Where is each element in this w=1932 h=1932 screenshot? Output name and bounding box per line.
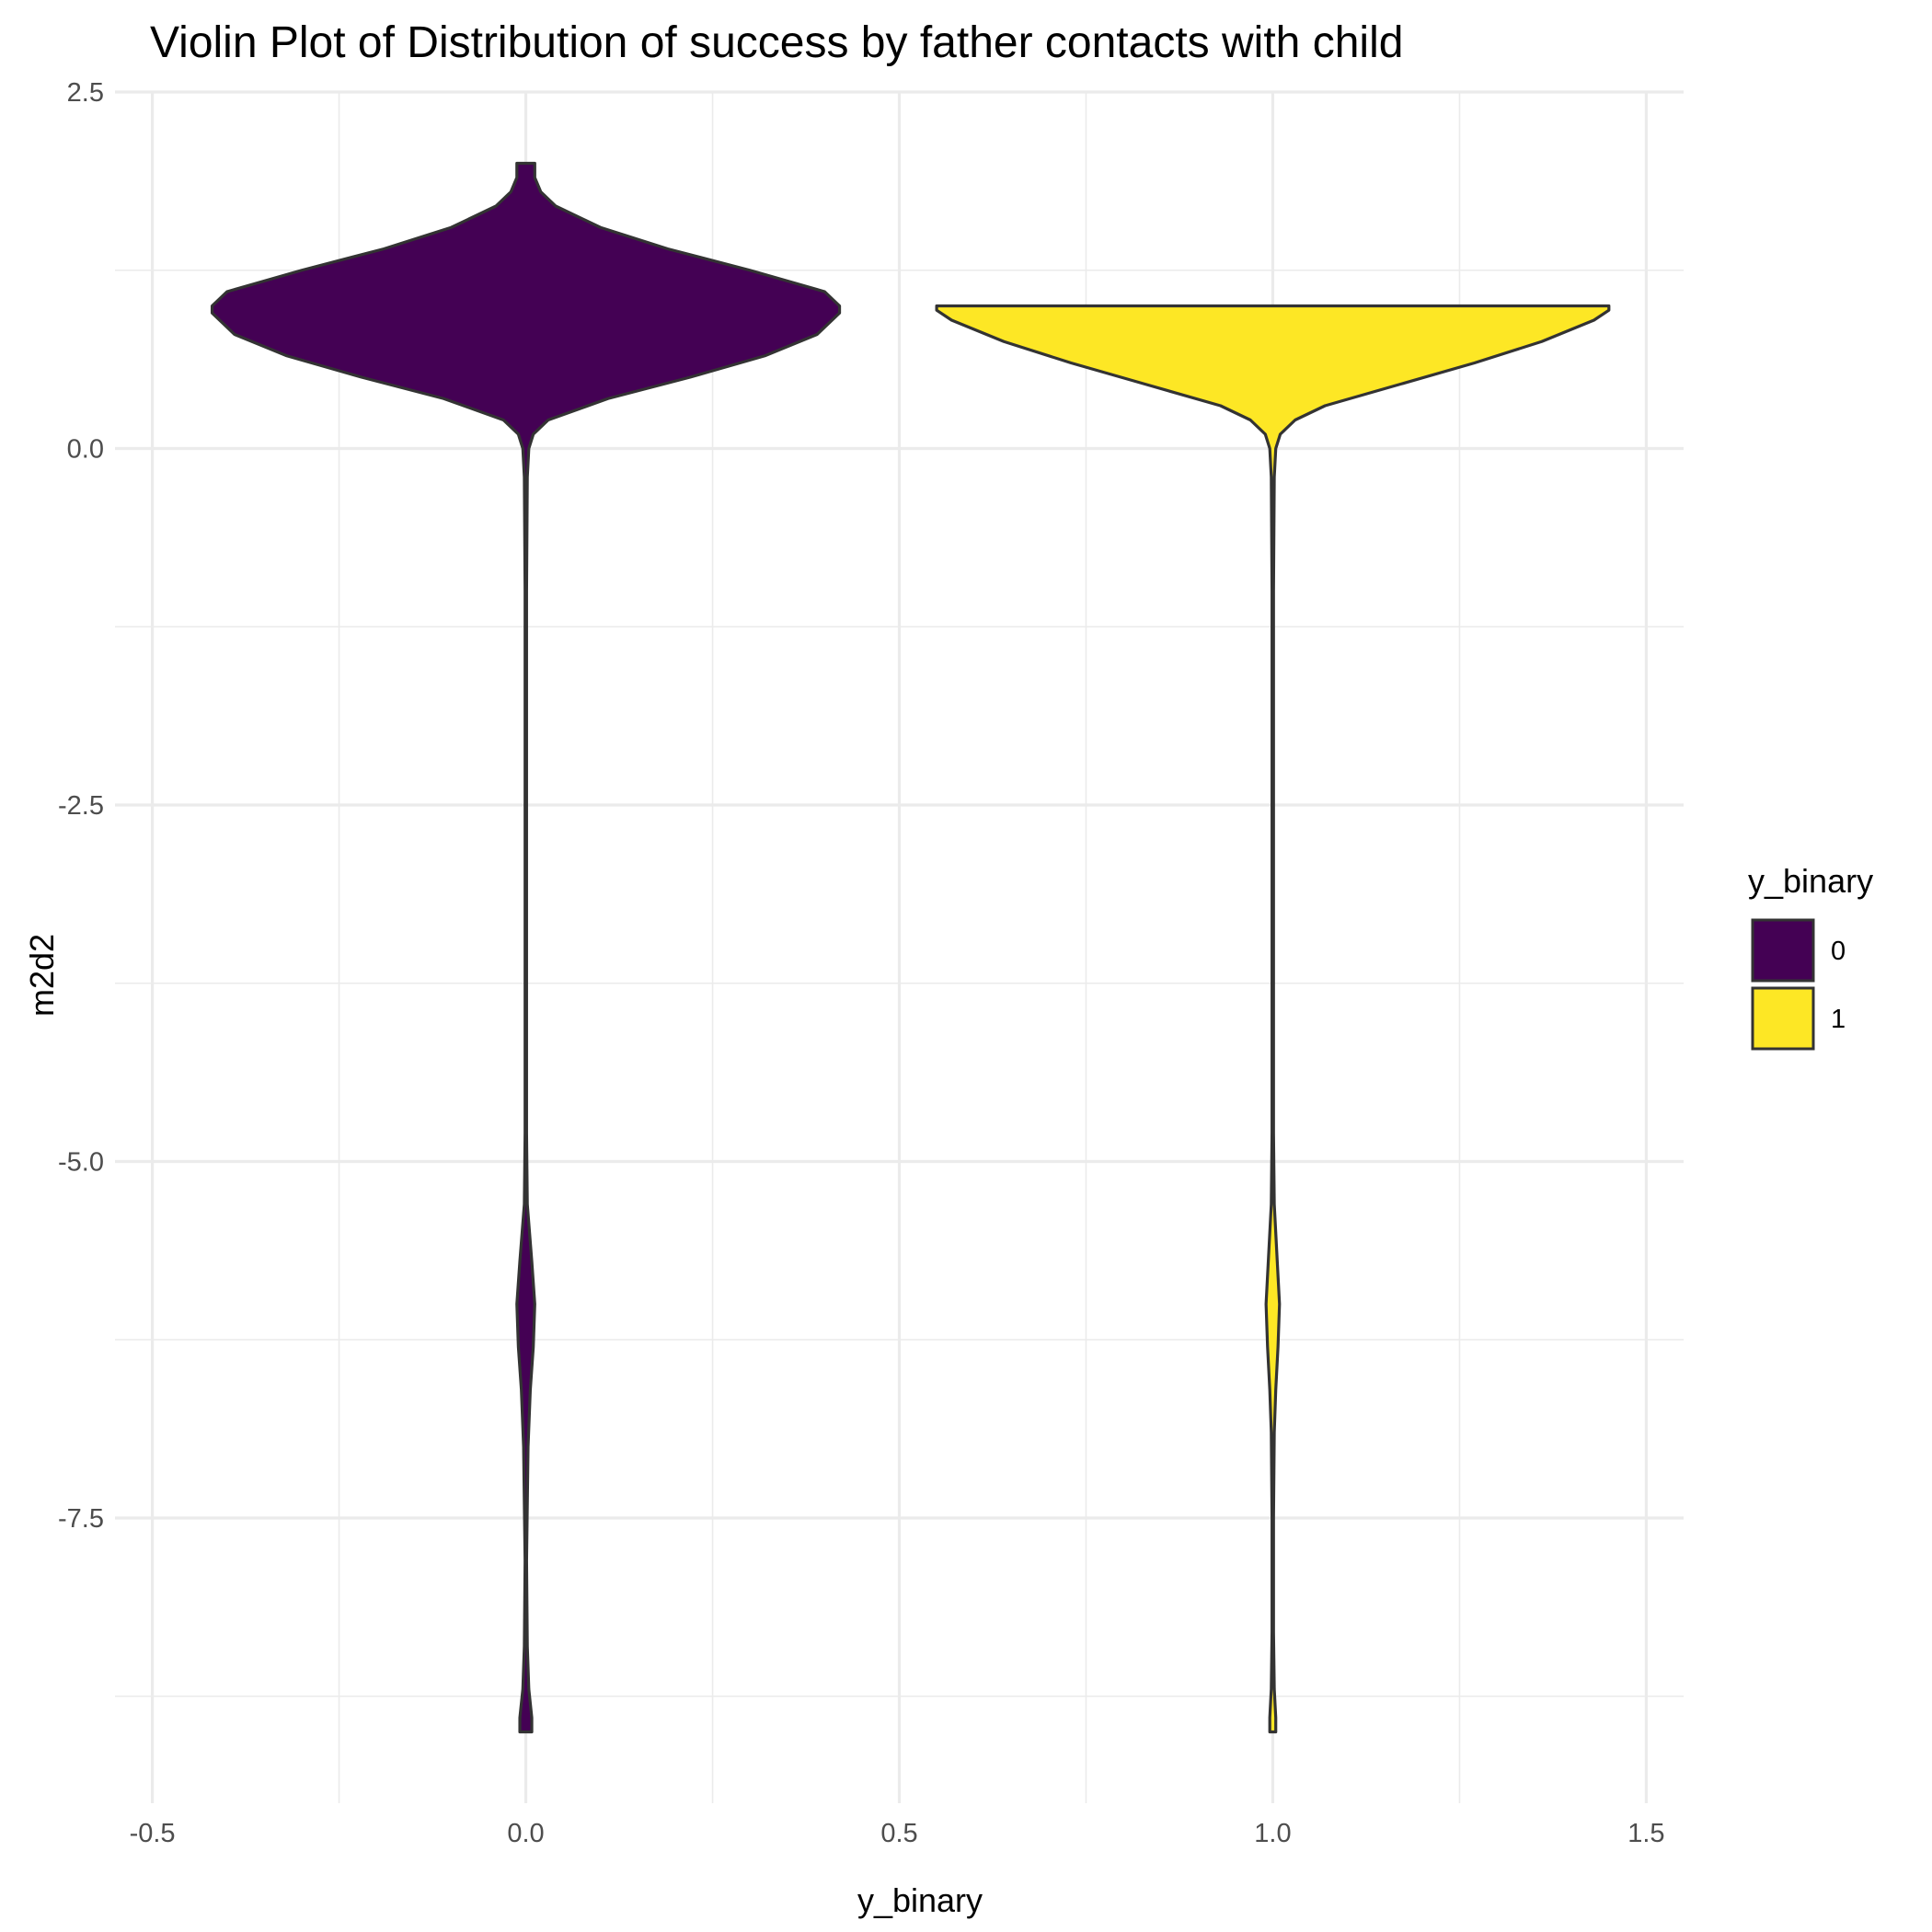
legend-swatch-0 (1751, 918, 1815, 983)
x-tick-label: 1.0 (1254, 1819, 1291, 1848)
y-axis-label: m2d2 (23, 934, 61, 1017)
legend-label-1: 1 (1831, 1005, 1846, 1034)
chart-title: Violin Plot of Distribution of success b… (150, 18, 1403, 67)
y-tick-label: -5.0 (58, 1148, 104, 1178)
y-tick-label: -2.5 (58, 791, 104, 821)
x-tick-label: 0.5 (880, 1819, 917, 1848)
axes: -0.5 0.0 0.5 1.0 1.5 2.5 0.0 -2.5 -5.0 -7.5 (58, 78, 1665, 1848)
violin-group-1 (935, 304, 1611, 1734)
x-tick-label: -0.5 (130, 1819, 176, 1848)
x-tick-label: 1.5 (1627, 1819, 1664, 1848)
y-tick-label: 0.0 (67, 435, 104, 465)
y-tick-label: 2.5 (67, 78, 104, 108)
y-tick-label: -7.5 (58, 1504, 104, 1534)
legend-label-0: 0 (1831, 937, 1846, 966)
violin-group-0 (210, 161, 842, 1734)
x-tick-label: 0.0 (507, 1819, 544, 1848)
x-axis-label: y_binary (857, 1881, 983, 1919)
violins (210, 161, 1611, 1734)
legend: y_binary 0 1 (1748, 862, 1873, 1051)
legend-swatch-1 (1751, 986, 1815, 1051)
legend-title: y_binary (1748, 862, 1873, 900)
